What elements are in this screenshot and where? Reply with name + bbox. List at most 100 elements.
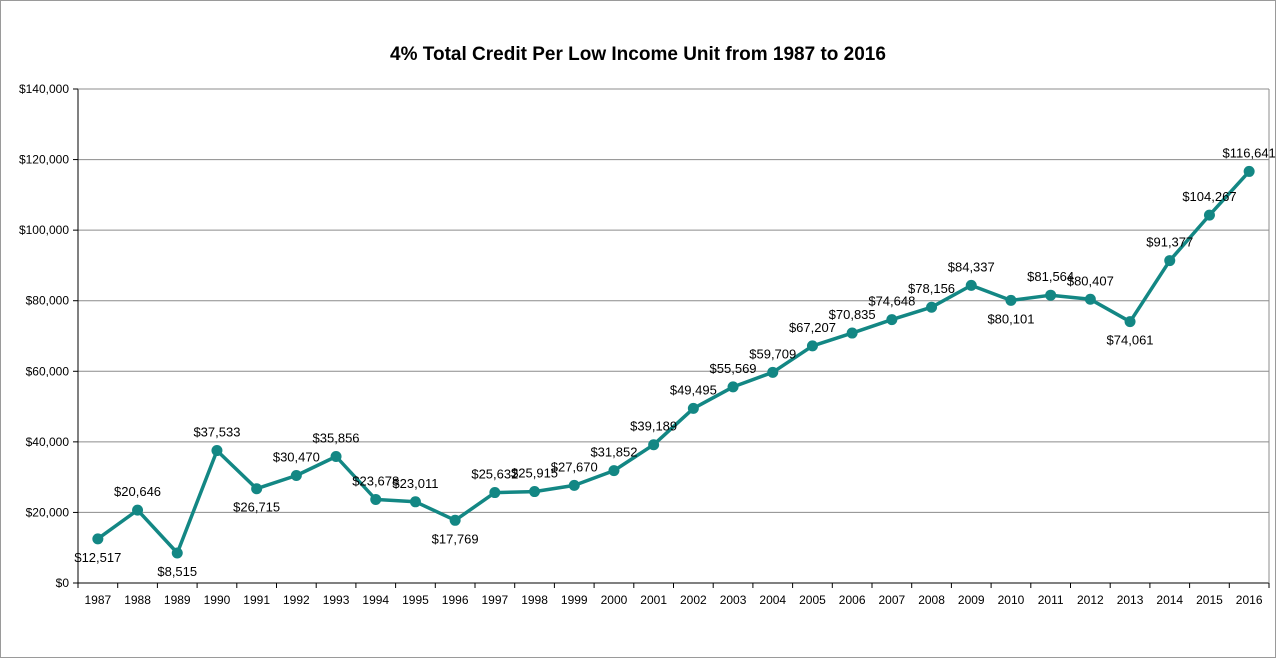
data-point [1084,293,1096,305]
y-tick-label: $20,000 [26,505,70,519]
data-label: $70,835 [829,307,876,322]
data-label: $74,061 [1107,333,1154,348]
data-label: $80,407 [1067,273,1114,288]
data-point [648,439,660,451]
data-label: $27,670 [551,459,598,474]
data-point [568,479,580,491]
data-label: $80,101 [987,311,1034,326]
data-label: $78,156 [908,281,955,296]
y-tick-label: $80,000 [26,294,70,308]
x-tick-label: 2003 [720,593,747,607]
x-tick-label: 1998 [521,593,548,607]
y-tick-label: $0 [56,576,70,590]
data-label: $59,709 [749,346,796,361]
x-tick-label: 2016 [1236,593,1263,607]
y-tick-label: $100,000 [19,223,69,237]
data-point [1124,316,1136,328]
data-label: $23,011 [392,476,438,491]
y-tick-label: $60,000 [26,364,70,378]
data-point [330,450,342,462]
data-point [370,493,382,505]
series-line [96,170,1251,555]
data-point [886,314,898,326]
data-point [171,547,183,559]
data-point [727,381,739,393]
data-label: $67,207 [789,320,836,335]
data-label: $23,678 [352,473,399,488]
data-point [132,504,144,516]
data-point [1243,165,1255,177]
data-label: $84,337 [948,259,995,274]
x-tick-label: 2006 [839,593,866,607]
data-label: $116,641 [1223,145,1276,160]
x-tick-label: 1992 [283,593,310,607]
x-tick-label: 2002 [680,593,707,607]
x-tick-label: 1989 [164,593,191,607]
x-tick-label: 2010 [998,593,1025,607]
y-tick-label: $120,000 [19,153,69,167]
x-tick-label: 1996 [442,593,469,607]
data-label: $30,470 [273,449,320,464]
data-label: $17,769 [432,531,479,546]
data-point [806,340,818,352]
x-tick-label: 1987 [84,593,111,607]
x-tick-label: 2000 [601,593,628,607]
x-tick-label: 1997 [481,593,508,607]
data-label: $55,569 [710,361,757,376]
x-tick-label: 2014 [1156,593,1183,607]
data-label: $81,564 [1027,269,1074,284]
data-points [92,165,1255,559]
y-axis-ticks: $0 $20,000 $40,000 $60,000 $80,000 $100,000 $1… [19,82,78,590]
data-point [409,496,421,508]
data-point [92,533,104,545]
data-label: $12,517 [74,550,121,565]
x-tick-label: 2008 [918,593,945,607]
data-point [767,366,779,378]
x-tick-label: 2004 [759,593,786,607]
series [96,170,1251,555]
x-tick-label: 2011 [1038,593,1064,607]
x-tick-label: 1988 [124,593,151,607]
data-point [608,465,620,477]
data-point [687,402,699,414]
data-point [926,301,938,313]
x-tick-label: 1995 [402,593,429,607]
data-label: $20,646 [114,484,161,499]
x-axis-ticks: 1987 1988 1989 1990 1991 1992 1993 1994 1995 1996… [77,583,1270,607]
x-tick-label: 2009 [958,593,985,607]
data-point [965,279,977,291]
y-tick-label: $140,000 [19,82,69,96]
data-point [449,514,461,526]
x-tick-label: 2005 [799,593,826,607]
data-label: $31,852 [590,445,637,460]
data-label: $26,715 [233,500,280,515]
x-tick-label: 1999 [561,593,588,607]
data-point [1203,209,1215,221]
x-tick-label: 2001 [640,593,667,607]
x-tick-label: 2013 [1117,593,1144,607]
data-label: $35,856 [313,430,360,445]
data-point [846,327,858,339]
data-point [211,445,223,457]
data-point [1164,255,1176,267]
data-point [529,486,541,498]
x-tick-label: 1993 [323,593,350,607]
data-point [1005,294,1017,306]
data-point [1045,289,1057,301]
x-tick-label: 2007 [878,593,905,607]
data-point [290,469,302,481]
data-label: $25,632 [471,467,518,482]
x-tick-label: 1991 [243,593,270,607]
data-label: $104,267 [1182,189,1236,204]
data-label: $39,189 [630,419,677,434]
data-label: $49,495 [670,382,717,397]
data-point [251,483,263,495]
y-tick-label: $40,000 [26,435,70,449]
data-label: $8,515 [157,564,197,579]
data-label: $37,533 [193,425,240,440]
data-labels: $12,517 $20,646 $8,515 $37,533 $26,715 $30,47… [74,145,1275,579]
x-tick-label: 1994 [362,593,389,607]
x-tick-label: 1990 [204,593,231,607]
